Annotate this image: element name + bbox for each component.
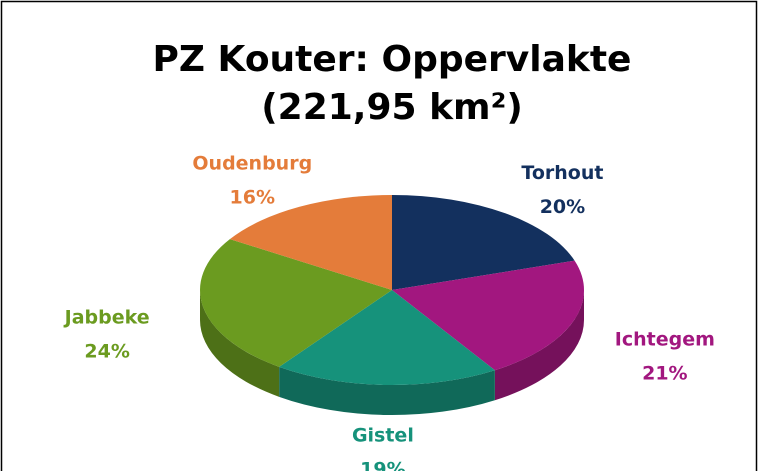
pie-slice: [279, 290, 495, 386]
pie-slice: [200, 239, 392, 367]
pie-slice-side: [279, 366, 495, 415]
pie-slice-side: [200, 290, 280, 397]
slice-label: Ichtegem: [615, 329, 715, 351]
chart-title: PZ Kouter: Oppervlakte (221,95 km²): [152, 39, 632, 128]
pie-slice: [229, 195, 392, 290]
slice-label: Gistel: [352, 424, 414, 446]
slice-value-label: 19%: [360, 458, 405, 471]
slice-label: Oudenburg: [192, 152, 312, 174]
slice-value-label: 24%: [84, 341, 129, 363]
slice-value-label: 21%: [642, 363, 687, 385]
slice-value-label: 20%: [540, 196, 585, 218]
pie-slice: [392, 195, 575, 290]
slice-label: Torhout: [521, 162, 603, 184]
slice-value-label: 16%: [230, 186, 275, 208]
pie-slice: [392, 260, 584, 371]
pie-slice-side: [494, 290, 584, 401]
slice-label: Jabbeke: [63, 307, 150, 329]
